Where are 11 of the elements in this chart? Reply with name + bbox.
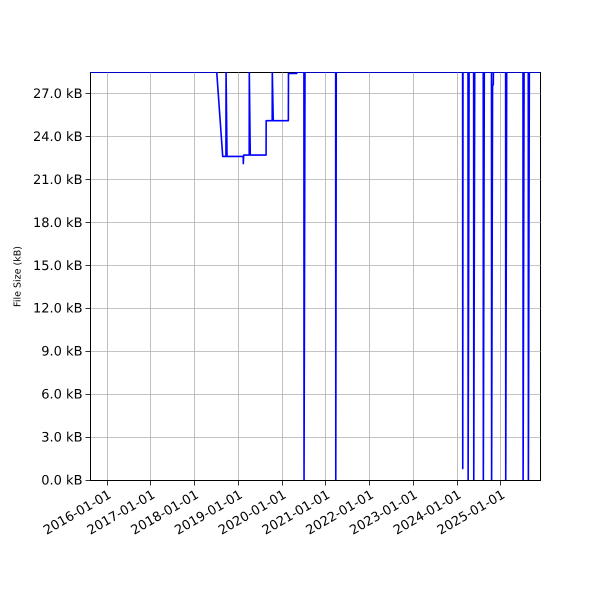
y-tick-label: 6.0 kB bbox=[41, 388, 82, 403]
y-tick-label: 15.0 kB bbox=[32, 258, 82, 274]
y-tick-label: 24.0 kB bbox=[32, 130, 82, 145]
y-tick-label: 18.0 kB bbox=[32, 216, 82, 231]
y-tick-label: 27.0 kB bbox=[32, 86, 82, 102]
y-tick-label: 12.0 kB bbox=[32, 302, 82, 317]
y-tick-label: 9.0 kB bbox=[41, 344, 82, 360]
y-tick-label: 21.0 kB bbox=[32, 172, 82, 188]
y-tick-label: 0.0 kB bbox=[41, 474, 82, 488]
y-tick-label: 3.0 kB bbox=[41, 430, 82, 446]
y-axis-title: File Size (kB) bbox=[12, 246, 24, 307]
